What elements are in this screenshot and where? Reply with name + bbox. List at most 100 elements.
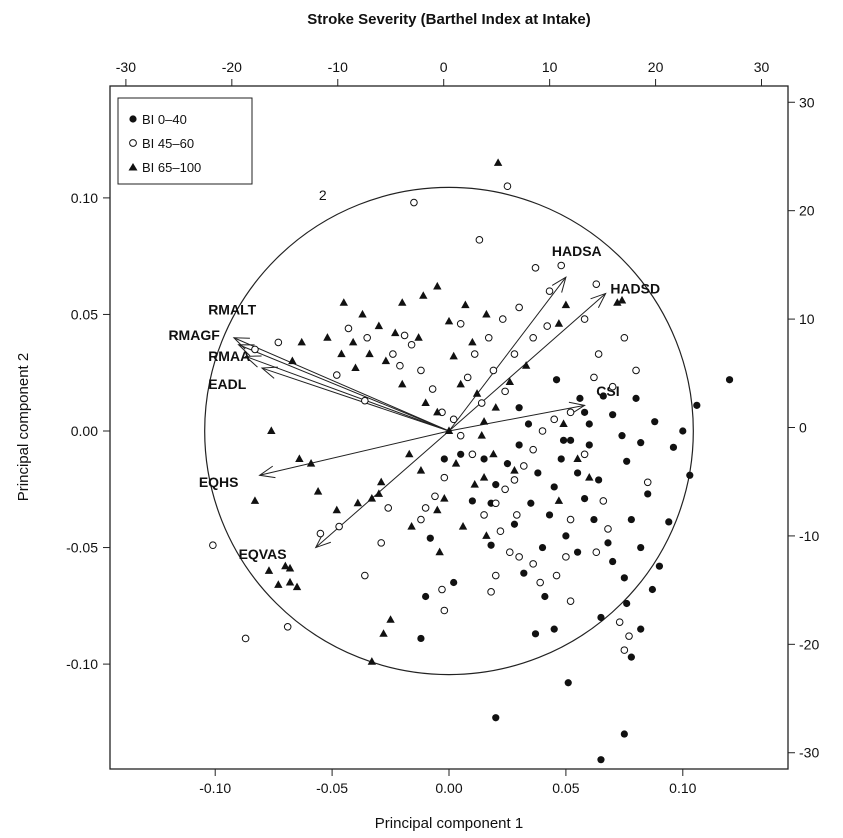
point-bi-45-60 <box>529 445 537 454</box>
vector-hadsa <box>448 276 567 432</box>
point-bi-45-60 <box>440 473 449 482</box>
point-bi-65-100 <box>493 158 503 166</box>
x-tick-label: -0.05 <box>316 780 348 796</box>
point-bi-65-100 <box>264 566 274 574</box>
point-bi-65-100 <box>554 496 564 504</box>
point-bi-45-60 <box>396 361 404 370</box>
point-bi-45-60 <box>400 331 409 340</box>
point-bi-45-60 <box>580 450 589 459</box>
point-bi-45-60 <box>615 618 624 626</box>
point-bi-65-100 <box>449 351 458 360</box>
point-bi-0-40 <box>665 518 673 526</box>
point-bi-65-100 <box>407 521 416 530</box>
point-bi-45-60 <box>209 541 217 550</box>
x-tick-label: -0.10 <box>199 780 231 796</box>
x-tick-label: 0.05 <box>552 780 579 796</box>
point-bi-0-40 <box>627 515 635 524</box>
point-bi-45-60 <box>566 597 575 605</box>
point-bi-0-40 <box>527 499 535 507</box>
point-bi-65-100 <box>292 582 302 591</box>
point-bi-45-60 <box>505 548 514 557</box>
point-bi-45-60 <box>592 280 601 288</box>
correlation-circle-layer: 2 <box>204 186 694 676</box>
y-axis-ticks: -0.10 -0.05 0.00 0.05 0.10 <box>66 190 110 672</box>
vector-label-rmagf: RMAGF <box>168 327 220 343</box>
point-bi-45-60 <box>580 315 589 323</box>
point-bi-45-60 <box>543 322 551 330</box>
point-bi-0-40 <box>550 625 558 633</box>
point-bi-65-100 <box>477 431 486 439</box>
point-bi-65-100 <box>285 577 295 586</box>
vector-label-eadl: EADL <box>208 376 247 392</box>
vector-eqvas <box>315 430 450 548</box>
point-bi-65-100 <box>295 454 304 462</box>
vector-label-rmaa: RMAA <box>208 348 250 364</box>
legend-label-series-2: BI 45–60 <box>142 136 194 151</box>
point-bi-65-100 <box>489 449 498 458</box>
point-bi-45-60 <box>475 236 484 244</box>
point-bi-45-60 <box>632 366 640 375</box>
point-bi-0-40 <box>655 562 664 570</box>
point-bi-45-60 <box>440 606 449 615</box>
legend-marker-open-circle <box>129 139 137 147</box>
point-bi-65-100 <box>285 563 295 572</box>
point-bi-65-100 <box>379 629 388 637</box>
vector-hadsd <box>448 293 606 432</box>
point-bi-0-40 <box>595 476 603 484</box>
point-bi-45-60 <box>566 408 575 417</box>
point-bi-0-40 <box>693 401 701 409</box>
point-bi-65-100 <box>398 298 407 306</box>
point-bi-65-100 <box>433 281 442 290</box>
point-bi-0-40 <box>566 436 575 444</box>
point-bi-65-100 <box>414 333 423 341</box>
point-bi-45-60 <box>515 303 523 312</box>
point-bi-0-40 <box>637 439 645 447</box>
legend-marker-filled-circle <box>129 115 137 123</box>
vector-arrowhead-eqhs <box>258 465 276 479</box>
circle-label: 2 <box>319 187 327 203</box>
point-bi-45-60 <box>496 527 505 536</box>
point-bi-0-40 <box>450 578 458 587</box>
point-bi-45-60 <box>316 529 325 538</box>
point-bi-65-100 <box>505 377 514 386</box>
point-bi-45-60 <box>536 578 544 587</box>
point-bi-0-40 <box>559 436 568 444</box>
y-tick-label: 0.05 <box>71 306 98 322</box>
point-bi-45-60 <box>480 511 488 519</box>
correlation-circle <box>204 186 694 676</box>
point-bi-45-60 <box>529 560 537 568</box>
point-bi-0-40 <box>515 404 523 412</box>
data-points <box>209 158 734 764</box>
right-tick-label: 20 <box>799 203 815 219</box>
point-bi-45-60 <box>503 182 512 191</box>
point-bi-65-100 <box>274 580 283 588</box>
point-bi-45-60 <box>363 333 371 342</box>
top-tick-label: 30 <box>754 59 770 75</box>
point-bi-65-100 <box>451 459 461 467</box>
vector-arrowhead-rmaa <box>244 355 262 368</box>
point-bi-0-40 <box>637 543 645 552</box>
point-bi-45-60 <box>529 333 537 342</box>
point-bi-65-100 <box>573 454 582 462</box>
point-bi-0-40 <box>531 630 540 638</box>
vector-arrowhead-eqvas <box>314 533 331 549</box>
right-tick-label: -30 <box>799 745 819 761</box>
point-bi-0-40 <box>426 534 434 542</box>
point-bi-65-100 <box>386 615 395 623</box>
point-bi-65-100 <box>267 426 276 434</box>
top-tick-label: 0 <box>440 59 448 75</box>
vector-arrowhead-hadsd <box>590 292 607 308</box>
point-bi-65-100 <box>585 473 594 481</box>
point-bi-65-100 <box>367 657 377 665</box>
point-bi-65-100 <box>479 417 489 425</box>
y-axis-title: Principal component 2 <box>15 353 32 501</box>
point-bi-65-100 <box>306 459 316 467</box>
point-bi-45-60 <box>468 450 477 459</box>
point-bi-0-40 <box>585 441 593 449</box>
point-bi-65-100 <box>491 403 500 411</box>
point-bi-45-60 <box>335 522 343 531</box>
point-bi-45-60 <box>515 553 523 561</box>
point-bi-45-60 <box>513 511 521 519</box>
